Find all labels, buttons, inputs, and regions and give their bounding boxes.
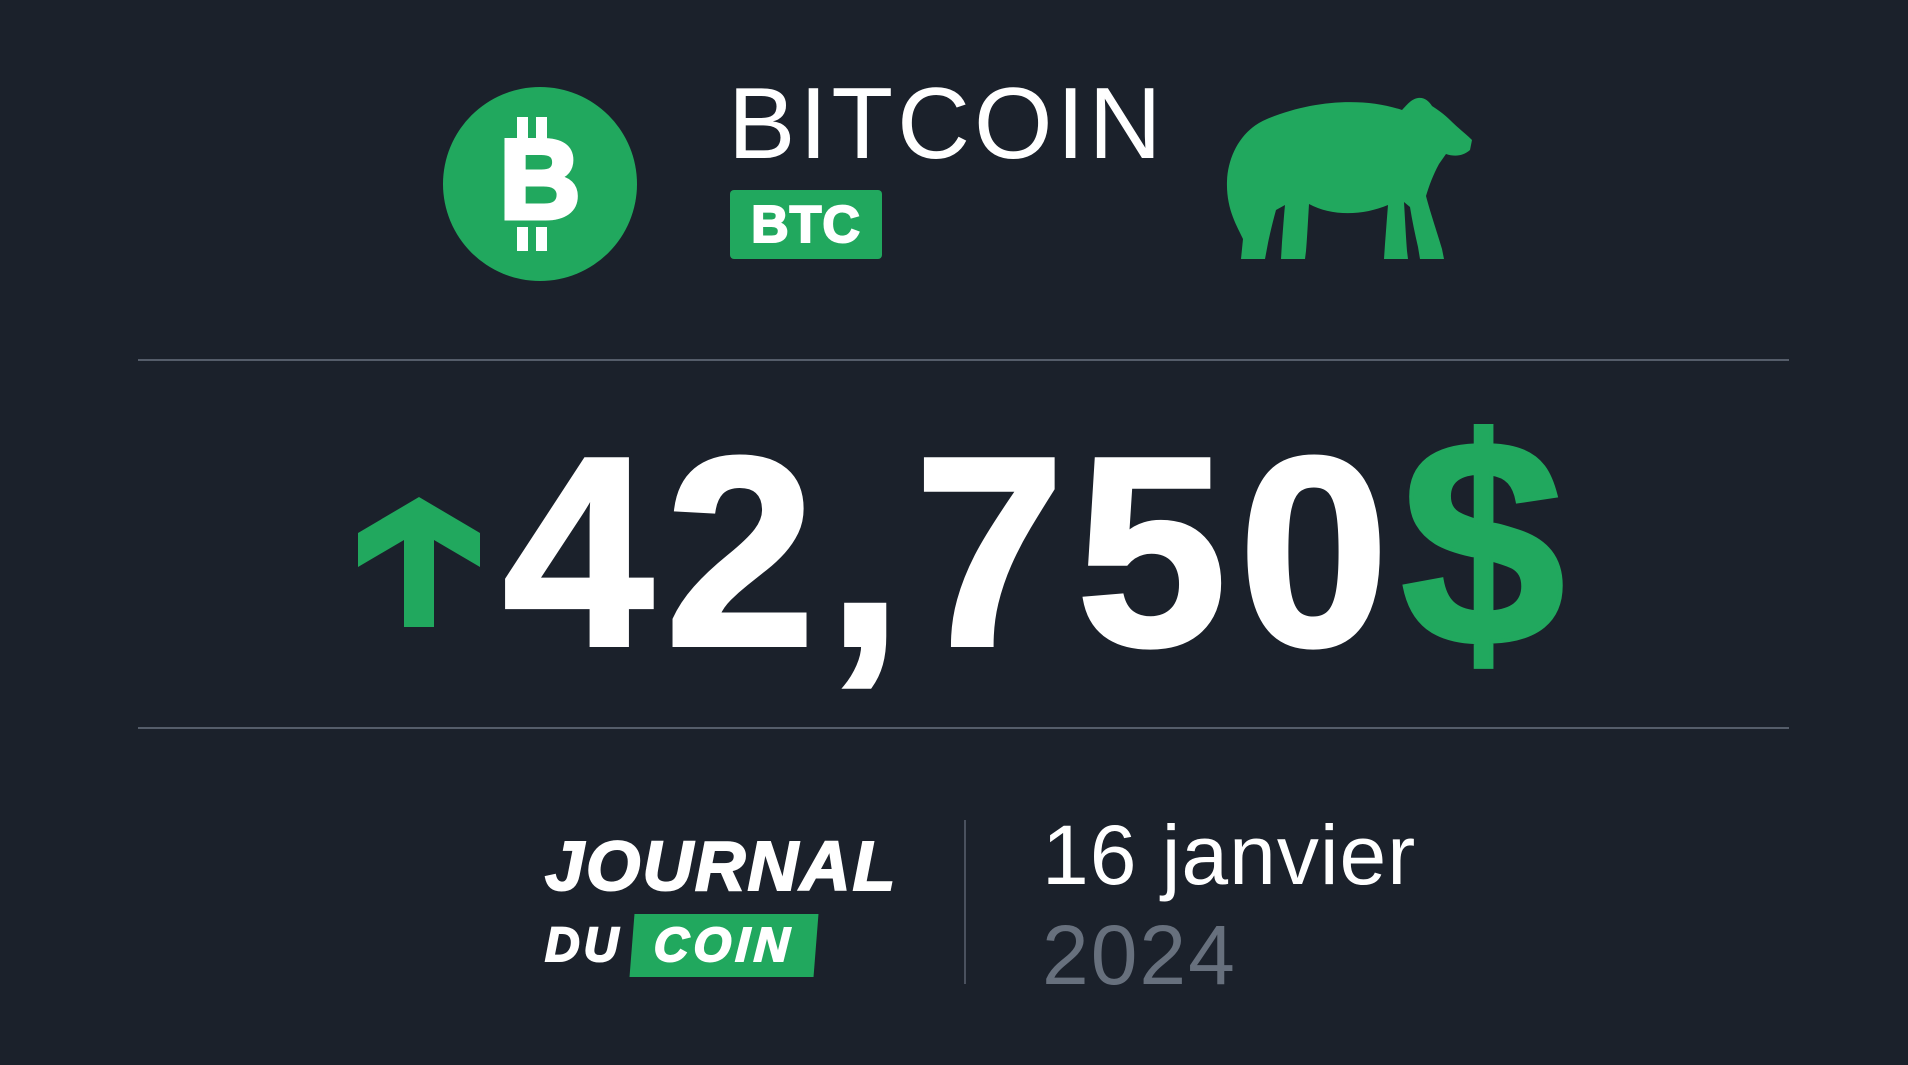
journal-du-coin-logo: JOURNAL DU COIN [544,827,898,977]
top-divider [138,359,1789,361]
bottom-divider [138,727,1789,729]
brand-coin-text: COIN [652,918,797,973]
bear-icon [1226,97,1472,260]
price-value: 42,750 [501,402,1401,703]
date-day-month: 16 janvier [1042,808,1417,902]
date-year: 2024 [1042,908,1237,1002]
bitcoin-b-glyph: B [497,115,583,251]
bitcoin-circle-bg [443,87,637,281]
date-block: 16 janvier 2024 [1042,813,1416,997]
brand-journal-text: JOURNAL [544,827,898,905]
brand-second-line: DU COIN [544,914,897,977]
brand-du-text: DU [544,918,623,972]
svg-text:B: B [500,117,581,242]
ticker-badge-label: BTC [750,195,861,255]
coin-name-title: BITCOIN [728,68,1166,180]
brand-coin-badge: COIN [629,914,819,977]
price-currency-symbol: $ [1399,378,1577,708]
footer-vertical-divider [964,820,966,984]
bitcoin-circle-icon: B [443,87,637,281]
price-up-arrow-icon [358,497,480,627]
price-display: 42,750$ [501,394,1577,693]
ticker-badge: BTC [730,190,882,259]
